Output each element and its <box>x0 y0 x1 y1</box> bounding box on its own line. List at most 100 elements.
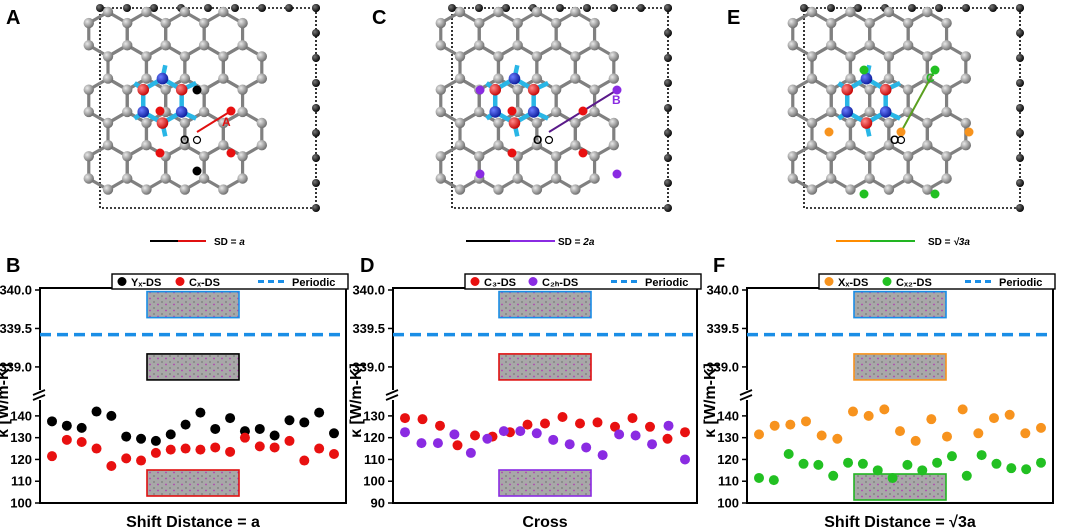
data-point <box>61 420 72 431</box>
data-point <box>299 455 310 466</box>
y-tick-label: 130 <box>717 430 739 445</box>
data-point <box>150 435 161 446</box>
structure-inset <box>853 290 947 319</box>
x-axis-label: Shift Distance = √3a <box>824 514 976 531</box>
y-tick-label: 339.0 <box>706 359 739 374</box>
legend: C₃-DS C₂ₕ-DS Periodic <box>464 273 702 290</box>
panel-letter-a: A <box>6 7 20 29</box>
chart-d: D 340.0 339.5 339.0 130 120 110 100 90 κ [W/m-K]… <box>348 255 702 531</box>
data-point <box>557 411 568 422</box>
sd-prefix-e: SD = <box>928 237 953 248</box>
origin-label-c: O <box>533 133 542 147</box>
data-point <box>1004 409 1015 420</box>
data-point <box>195 444 206 455</box>
structure-inset <box>146 469 240 497</box>
data-point <box>284 415 295 426</box>
data-point <box>136 455 147 466</box>
axis-break <box>739 389 753 401</box>
data-point <box>798 458 809 469</box>
data-point <box>465 447 476 458</box>
panel-letter-d: D <box>360 255 374 277</box>
data-point <box>957 404 968 415</box>
sd-caption-e: SD = √3a <box>928 237 970 248</box>
data-point <box>284 435 295 446</box>
data-point <box>895 426 905 437</box>
data-point <box>645 421 655 432</box>
legend-label: Periodic <box>292 277 335 289</box>
y-tick-label: 340.0 <box>352 283 385 298</box>
data-point <box>597 450 608 461</box>
data-point <box>879 404 890 415</box>
data-point <box>1021 464 1032 475</box>
y-tick-label: 110 <box>364 452 385 467</box>
sd-caption-c: SD = 2a <box>558 237 595 248</box>
data-point <box>47 416 57 427</box>
legend-label: C₃-DS <box>484 277 516 289</box>
data-point <box>662 433 673 444</box>
data-point <box>225 413 236 424</box>
panel-e: E C O SD = √3a <box>727 4 1024 248</box>
data-point <box>61 434 72 445</box>
legend-marker <box>117 277 127 286</box>
data-point <box>165 444 176 455</box>
lattice-a <box>83 4 320 212</box>
legend-marker <box>824 277 834 286</box>
data-point <box>785 419 796 430</box>
data-point <box>832 433 843 444</box>
data-point <box>416 438 427 449</box>
data-point <box>239 432 250 443</box>
data-point <box>91 406 102 417</box>
y-tick-label: 110 <box>718 474 739 489</box>
structure-inset <box>853 473 947 501</box>
data-point <box>329 428 339 439</box>
data-point <box>548 434 559 445</box>
data-point <box>1036 457 1046 468</box>
legend-label: Yₓ-DS <box>131 277 161 289</box>
data-point <box>470 430 480 441</box>
structure-inset <box>498 353 592 381</box>
data-point <box>917 465 928 476</box>
y-tick-label: 110 <box>11 474 32 489</box>
data-point <box>610 421 620 432</box>
data-point <box>210 423 221 434</box>
data-point <box>254 423 265 434</box>
data-point <box>180 419 191 430</box>
data-point <box>531 428 542 439</box>
panel-letter-b: B <box>6 255 20 277</box>
data-point <box>76 437 87 448</box>
panel-letter-e: E <box>727 7 740 29</box>
data-point <box>106 460 117 471</box>
legend-label: Xₓ-DS <box>838 277 868 289</box>
legend-label: Periodic <box>645 277 688 289</box>
data-point <box>663 420 674 431</box>
data-point <box>165 429 176 440</box>
origin-label-e: O <box>890 133 899 147</box>
structure-inset <box>853 353 947 381</box>
data-point <box>76 422 87 433</box>
legend-marker <box>470 277 480 286</box>
data-point <box>575 418 585 429</box>
data-point <box>783 449 794 459</box>
data-point <box>1036 422 1046 433</box>
legend-marker <box>528 277 538 286</box>
data-point <box>768 475 779 486</box>
sd-caption-a: SD = a <box>214 237 245 248</box>
data-point <box>754 429 764 440</box>
panel-letter-c: C <box>372 7 386 29</box>
legend-label: Cₓ-DS <box>189 277 220 289</box>
y-tick-label: 140 <box>10 408 32 423</box>
data-point <box>863 410 874 421</box>
data-point <box>564 439 575 450</box>
data-point <box>932 457 943 468</box>
y-axis-label: κ [W/m-K] <box>0 363 12 438</box>
legend-label: C₂ₕ-DS <box>542 277 578 289</box>
y-tick-label: 339.5 <box>706 321 739 336</box>
y-tick-label: 120 <box>10 452 32 467</box>
data-point <box>902 459 913 470</box>
data-point <box>887 472 898 483</box>
data-point <box>269 430 280 441</box>
lattice-e <box>787 4 1024 212</box>
chart-b: B 340.0 339.5 339.0 140 130 120 110 100 κ [W/m-K… <box>0 255 349 531</box>
data-point <box>314 407 325 418</box>
x-axis-label: Shift Distance = a <box>126 514 260 531</box>
